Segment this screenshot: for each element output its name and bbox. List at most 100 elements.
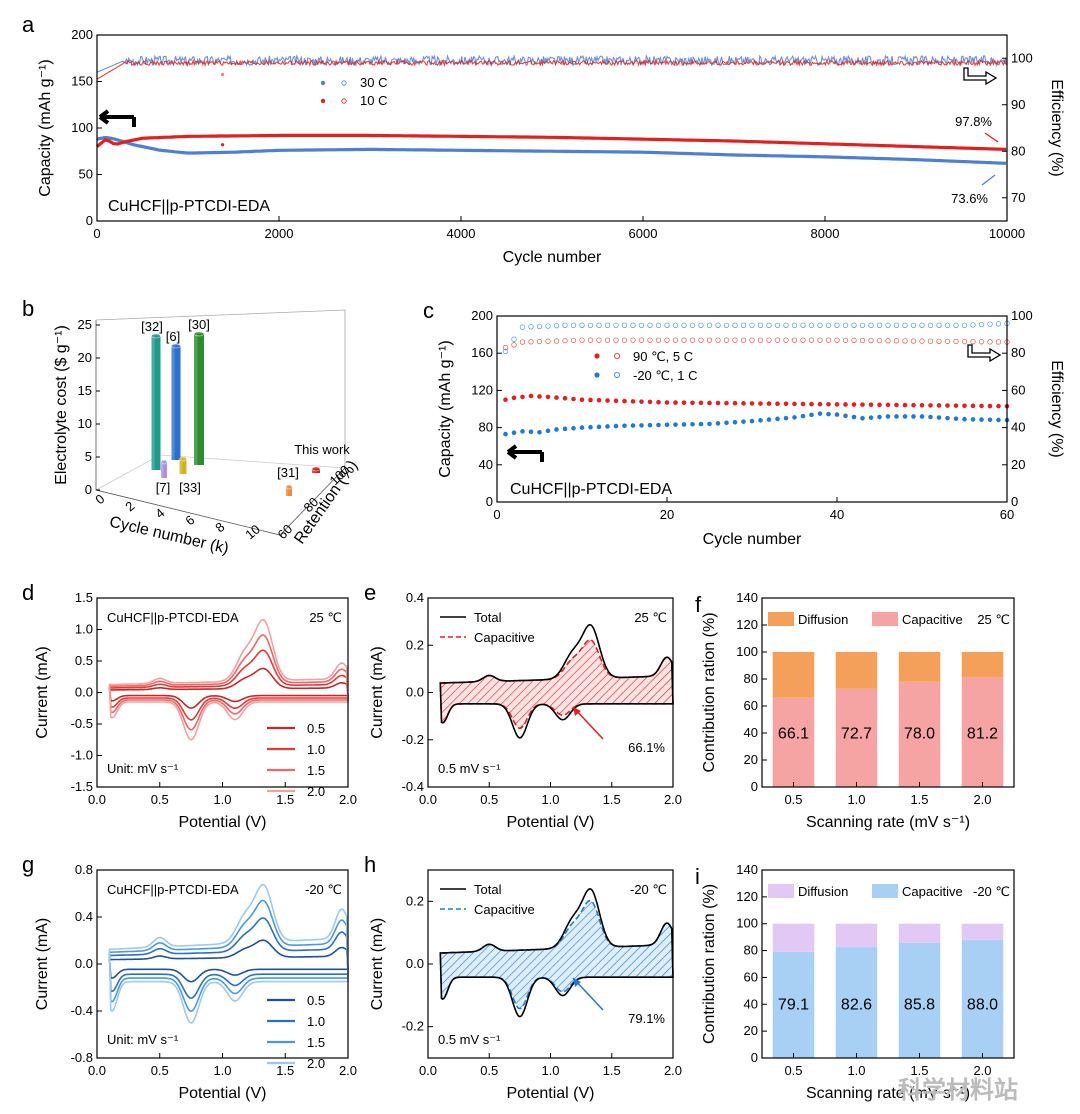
panel-label-f: f (695, 592, 702, 617)
efficiency-point (570, 337, 577, 344)
legend-label: Capacitive (474, 902, 535, 917)
y-tick-label: 15 (78, 383, 92, 398)
bar-value-label: 88.0 (967, 997, 998, 1014)
right-arrow (967, 344, 1002, 363)
temperature-label: 25 ℃ (977, 612, 1010, 627)
x-tick-label: 2 (122, 498, 137, 514)
capacity-point (894, 402, 899, 408)
efficiency-point (766, 337, 772, 343)
panel-f: f 66.1 0.5 72.7 1.0 78.0 1.5 81.2 2.0 0 20 40 60 80 10… (695, 590, 1015, 831)
x-tick-label: 4000 (447, 226, 476, 241)
legend-marker (320, 98, 326, 104)
bar-shade (179, 459, 182, 474)
bar-30: [30] (188, 317, 210, 465)
legend-swatch (768, 884, 794, 898)
y2-tick-label: 80 (1011, 345, 1025, 360)
panel-d-frame (96, 597, 349, 788)
x-tick-label: 6000 (629, 226, 658, 241)
y-tick-label: 0.2 (406, 637, 424, 652)
legend-label: 2.0 (307, 1056, 325, 1071)
capacity-point (996, 403, 1001, 409)
y-tick-label: 150 (71, 74, 93, 89)
bar-diffusion (835, 652, 878, 689)
efficiency-point (579, 337, 585, 343)
efficiency-point (885, 338, 891, 344)
bar-stack-2.0: 81.2 (961, 652, 1004, 787)
efficiency-point (987, 339, 993, 345)
bar-stack-1.5: 85.8 (898, 923, 941, 1058)
efficiency-point (774, 322, 781, 328)
efficiency-point (570, 322, 577, 328)
capacity-point (758, 418, 763, 423)
efficiency-point (698, 322, 704, 328)
y-tick-label: 25 (78, 317, 92, 332)
y-axis-label: Contribution ration (%) (701, 612, 718, 772)
capacity-point (826, 411, 831, 417)
bar-face (151, 336, 161, 470)
panel-c-frame (496, 315, 1008, 503)
x-tick-label: 0.5 (151, 792, 169, 807)
legend-label: Capacitive (474, 630, 535, 645)
panel-label-a: a (22, 12, 35, 37)
capacity-point (834, 402, 840, 407)
y-tick-label: 200 (471, 308, 493, 323)
capacity-point (902, 414, 908, 419)
efficiency-point (511, 336, 517, 342)
efficiency-point (774, 337, 781, 343)
panel-d: d 0.0 0.5 1.0 1.5 2.0 -1.5 -1.0 -0.5 0.0 0.5 1.0 1.5… (22, 580, 357, 831)
x-tick-label: 4 (152, 505, 167, 521)
legend-label: 0.5 (307, 993, 325, 1008)
capacity-point (834, 412, 840, 417)
efficiency-point (825, 337, 832, 343)
y-axis-label: Electrolyte cost ($ g⁻¹) (53, 325, 70, 485)
efficiency-point (783, 337, 789, 343)
efficiency-point (613, 337, 619, 343)
legend-marker-open (614, 371, 621, 378)
capacity-point (741, 401, 746, 406)
capacity-point (936, 415, 942, 420)
y-tick-label: 1.0 (75, 622, 93, 637)
y-tick-label: 80 (744, 671, 758, 686)
outlier-point (220, 143, 225, 147)
efficiency-point (613, 322, 619, 328)
capacity-point (758, 401, 763, 406)
panel-label-b: b (22, 296, 34, 321)
efficiency-point (910, 322, 917, 328)
panel-label-d: d (22, 580, 34, 605)
x-tick-label: 1.5 (276, 1063, 294, 1078)
x-axis-label: Cycle number (503, 249, 602, 266)
capacity-point (928, 403, 933, 408)
x-tick-label: 2.0 (339, 1063, 357, 1078)
x-tick-label: 1.0 (541, 792, 559, 807)
x-tick-label: 1.0 (541, 1063, 559, 1078)
x-tick-label: 1.5 (276, 792, 294, 807)
x-tick-label: 2.0 (664, 792, 682, 807)
bar-shade (286, 487, 289, 496)
capacity-point (571, 396, 576, 402)
box-edge (95, 320, 346, 536)
y-tick-label: 0.5 (75, 653, 93, 668)
y-tick-label: 80 (744, 943, 758, 958)
efficiency-point (791, 322, 798, 328)
efficiency-point (893, 322, 900, 328)
efficiency-point (885, 322, 891, 328)
capacity-point (588, 397, 593, 403)
x-tick-label: 2.0 (973, 1063, 991, 1078)
capacity-point (707, 400, 712, 406)
x-tick-label: 1.0 (213, 792, 231, 807)
y-axis-label: Current (mA) (369, 646, 386, 738)
capacity-point (639, 399, 644, 404)
panel-i: i 79.1 0.5 82.6 1.0 85.8 1.5 88.0 2.0 0 20 40 60 80 10… (695, 862, 1015, 1102)
capacity-point (503, 431, 508, 437)
y-tick-label: 0 (486, 494, 493, 509)
y2-tick-label: 70 (1011, 190, 1025, 205)
legend: Diffusion Capacitive (768, 612, 963, 627)
efficiency-point (842, 337, 849, 343)
legend-label: -20 ℃, 1 C (633, 368, 697, 383)
capacity-point (520, 394, 525, 400)
y-tick-label: 5 (85, 449, 92, 464)
capacity-point (962, 416, 967, 422)
efficiency-point (919, 322, 925, 328)
capacity-point (698, 421, 704, 427)
